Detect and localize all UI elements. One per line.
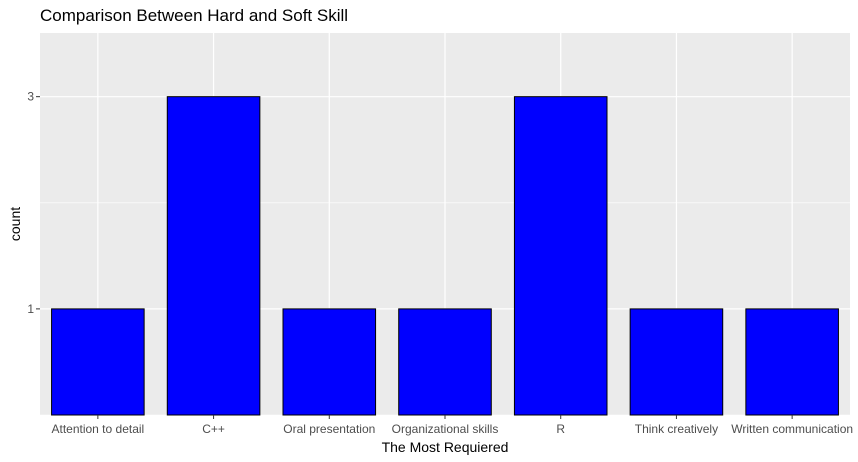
chart-title: Comparison Between Hard and Soft Skill — [40, 6, 349, 25]
x-tick-label: R — [556, 422, 565, 436]
x-tick-label: Oral presentation — [283, 422, 375, 436]
bar — [398, 308, 492, 416]
bar — [629, 308, 724, 416]
y-tick-label: 3 — [27, 90, 34, 104]
x-tick-label: Organizational skills — [392, 422, 499, 436]
x-axis: Attention to detail C++ Oral presentation O… — [51, 415, 853, 436]
x-tick-label: Written communication — [731, 422, 853, 436]
bar — [745, 308, 839, 416]
x-tick-label: C++ — [202, 422, 225, 436]
x-tick-label: Attention to detail — [51, 422, 144, 436]
y-axis: 13 — [27, 90, 40, 316]
x-axis-title: The Most Requiered — [382, 439, 509, 455]
bars — [51, 96, 839, 416]
x-tick-label: Think creatively — [635, 422, 718, 436]
bar — [51, 308, 145, 416]
bar — [166, 96, 261, 416]
bar — [282, 308, 377, 416]
bar — [513, 96, 608, 416]
y-axis-title: count — [7, 207, 23, 241]
y-tick-label: 1 — [27, 302, 34, 316]
